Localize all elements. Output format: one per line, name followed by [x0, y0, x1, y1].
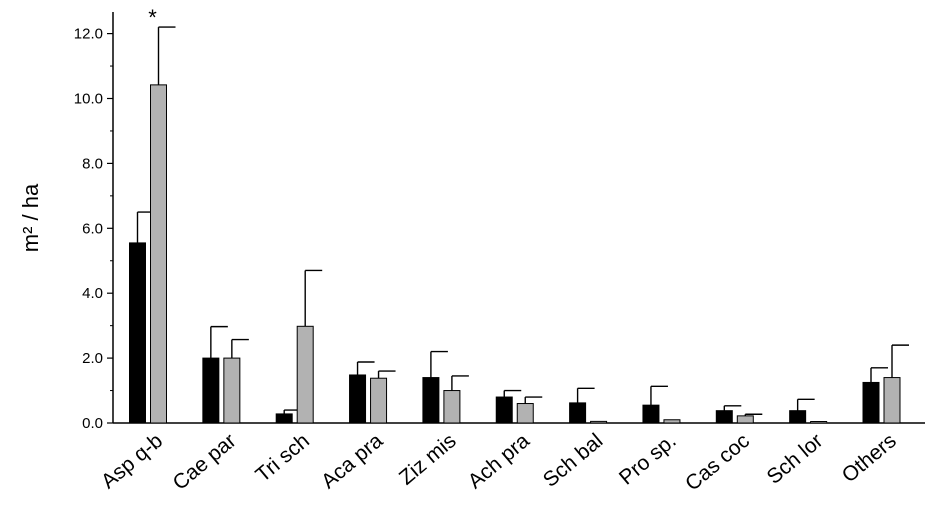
bar-2: [443, 390, 461, 424]
y-tick-label: 4.0: [82, 285, 103, 302]
y-tick-label: 2.0: [82, 350, 103, 367]
y-axis-title: m² / ha: [18, 183, 43, 252]
y-tick-label: 12.0: [74, 26, 103, 43]
y-tick-label: 8.0: [82, 155, 103, 172]
bar-1: [789, 410, 807, 424]
bar-1: [862, 381, 880, 424]
y-tick-label: 10.0: [74, 91, 103, 108]
x-tick-label: Ziz mis: [395, 429, 461, 489]
bar-2: [590, 420, 608, 424]
bar-2: [883, 377, 901, 424]
x-tick-label: Aca pra: [317, 429, 387, 493]
x-tick-label: Others: [838, 429, 901, 487]
bar-2: [150, 84, 167, 424]
bar-1: [715, 410, 733, 424]
bar-2: [516, 403, 534, 424]
bar-2: [663, 419, 681, 424]
x-tick-label: Ach pra: [464, 429, 534, 493]
bar-2: [370, 377, 388, 424]
bar-1: [495, 396, 513, 424]
x-tick-label: Cas coc: [681, 429, 754, 495]
significance-marker: *: [148, 5, 157, 30]
bar-1: [202, 357, 220, 424]
x-tick-label: Asp q-b: [97, 429, 167, 493]
x-tick-label: Tri sch: [251, 429, 313, 487]
bar-2: [296, 325, 314, 424]
bar-1: [349, 374, 367, 424]
bar-1: [642, 404, 660, 424]
x-tick-label: Sch bal: [539, 429, 607, 492]
y-tick-label: 0.0: [82, 415, 103, 432]
bar-2: [810, 421, 828, 424]
bar-1: [422, 377, 440, 424]
bar-2: [223, 357, 241, 424]
x-tick-label: Pro sp.: [615, 429, 681, 489]
y-tick-label: 6.0: [82, 220, 103, 237]
bars: [129, 26, 909, 424]
bar-1: [275, 413, 293, 424]
x-tick-label: Sch lor: [763, 429, 828, 489]
bar-2: [736, 415, 754, 424]
bar-1: [129, 242, 146, 424]
x-tick-label: Cae par: [169, 429, 241, 495]
bar-1: [569, 402, 587, 424]
